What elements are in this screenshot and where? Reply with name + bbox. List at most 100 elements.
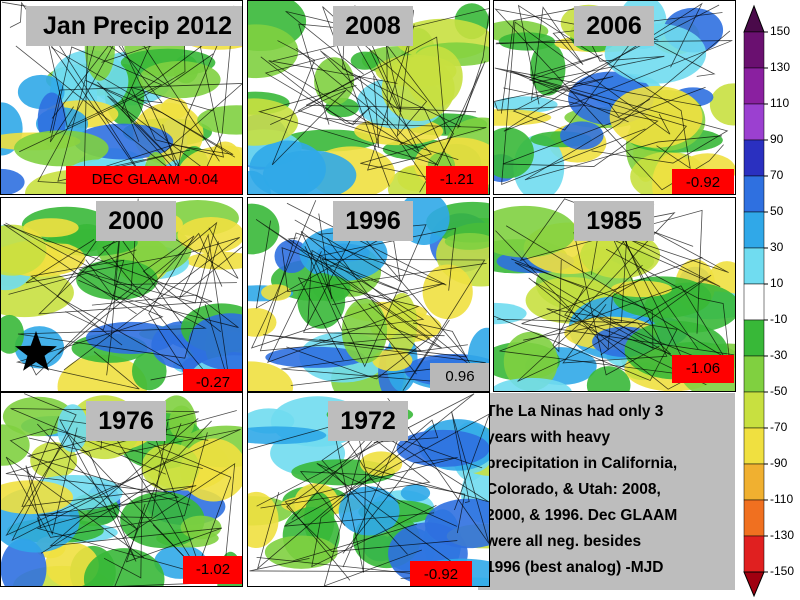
- colorbar-tick-label: 110: [770, 96, 789, 110]
- colorbar-tick-label: 130: [770, 60, 790, 74]
- state-border: [281, 247, 487, 294]
- map-panel: 1985 -1.06: [493, 197, 736, 392]
- panel-title: 2000: [96, 201, 176, 241]
- state-border: [250, 200, 445, 349]
- state-border: [49, 81, 242, 153]
- state-border: [305, 36, 457, 177]
- precip-area: [400, 484, 431, 502]
- map-panel: 2008 -1.21: [247, 0, 490, 195]
- colorbar-tick-label: -50: [770, 384, 788, 398]
- precip-area: [341, 298, 388, 364]
- precip-area: [248, 491, 279, 549]
- state-border: [599, 248, 732, 372]
- state-border: [286, 237, 431, 380]
- precip-area: [494, 127, 534, 179]
- colorbar-band: [743, 427, 765, 465]
- precip-area: [248, 203, 280, 255]
- state-border: [259, 202, 447, 352]
- precip-area: [494, 205, 577, 258]
- state-border: [3, 200, 213, 315]
- precip-area: [560, 121, 604, 150]
- colorbar-tick-label: 30: [770, 240, 784, 254]
- note-line: years with heavy: [486, 429, 611, 446]
- glaam-value: -1.21: [439, 171, 475, 188]
- glaam-box: DEC GLAAM -0.04: [66, 166, 242, 194]
- precip-area: [180, 515, 222, 540]
- precip-area: [248, 361, 294, 391]
- state-border: [142, 235, 222, 391]
- glaam-value: -1.02: [195, 561, 231, 578]
- state-border: [25, 237, 240, 371]
- colorbar-band: [743, 175, 765, 213]
- state-border: [266, 251, 420, 363]
- precip-area: [1, 480, 74, 515]
- panel-title: Jan Precip 2012: [26, 6, 242, 46]
- precip-area: [1, 314, 25, 354]
- state-border: [9, 1, 149, 186]
- precip-area: [248, 307, 277, 337]
- colorbar-tick-label: -10: [770, 312, 788, 326]
- glaam-box: -0.92: [672, 169, 734, 194]
- colorbar-band: [743, 535, 765, 573]
- state-border: [353, 24, 432, 171]
- state-border: [85, 259, 239, 328]
- state-border: [248, 419, 489, 503]
- state-border: [25, 427, 78, 536]
- colorbar-band: [743, 499, 765, 537]
- glaam-value: -0.04: [184, 171, 219, 188]
- precip-area: [188, 313, 242, 371]
- state-border: [286, 419, 458, 568]
- colorbar-band: [743, 31, 765, 69]
- state-border: [494, 76, 614, 111]
- state-border: [494, 67, 729, 164]
- state-border: [318, 213, 456, 300]
- precip-area: [1, 168, 25, 194]
- panel-title: 2006: [574, 6, 654, 46]
- colorbar-tick-label: -70: [770, 420, 788, 434]
- state-border: [264, 57, 371, 126]
- state-border: [573, 212, 676, 376]
- colorbar-tick-label: -90: [770, 456, 788, 470]
- precip-area: [83, 548, 165, 586]
- precip-area: [248, 426, 327, 445]
- precip-area: [338, 486, 400, 536]
- colorbar-band: [743, 139, 765, 177]
- state-border: [284, 457, 458, 581]
- precip-area: [709, 83, 735, 126]
- precip-area: [185, 251, 242, 270]
- state-border: [5, 429, 241, 571]
- precip-area: [261, 284, 292, 301]
- precip-area: [586, 366, 631, 391]
- precip-area: [609, 85, 703, 148]
- state-border: [9, 423, 203, 530]
- precip-map: [494, 198, 735, 391]
- state-border: [85, 79, 236, 158]
- colorbar-band: [743, 283, 765, 321]
- colorbar-band: [743, 67, 765, 105]
- note-line: were all neg. besides: [486, 533, 642, 550]
- glaam-value: 0.96: [445, 368, 475, 385]
- state-border: [321, 258, 486, 391]
- colorbar-tick-label: -110: [770, 492, 793, 506]
- precip-area: [375, 54, 457, 88]
- glaam-box: -0.27: [183, 369, 242, 391]
- glaam-box: 0.96: [430, 363, 489, 391]
- colorbar-end: [743, 571, 765, 598]
- note-line: 2000, & 1996. Dec GLAAM: [486, 507, 678, 524]
- colorbar-band: [743, 247, 765, 285]
- precip-area: [248, 98, 299, 146]
- precip-area: [422, 264, 473, 320]
- panel-title: 1976: [86, 401, 166, 441]
- precip-area: [138, 61, 221, 99]
- state-border: [272, 8, 489, 145]
- precip-area: [444, 232, 489, 250]
- colorbar-band: [743, 463, 765, 501]
- state-border: [256, 419, 439, 570]
- colorbar-band: [743, 319, 765, 357]
- state-border: [494, 8, 724, 191]
- precip-area: [503, 331, 558, 391]
- precip-area: [23, 218, 79, 238]
- note-box: The La Ninas had only 3 years with heavy p…: [478, 393, 735, 590]
- panel-title: 1985: [574, 201, 654, 241]
- glaam-value: -0.92: [685, 174, 721, 191]
